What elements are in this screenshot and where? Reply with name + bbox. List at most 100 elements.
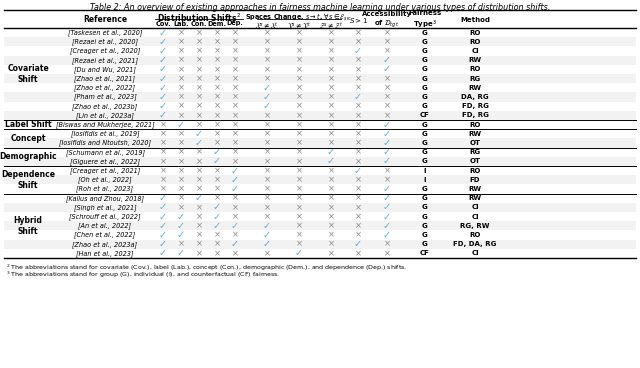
Text: ×: × (232, 46, 239, 56)
Text: Accessibility
of $\mathcal{D}_{tgt}$: Accessibility of $\mathcal{D}_{tgt}$ (362, 11, 412, 30)
Text: ×: × (159, 166, 166, 175)
Text: ×: × (355, 111, 362, 120)
Text: ×: × (177, 157, 184, 166)
Text: ×: × (296, 74, 303, 83)
Text: ✓: ✓ (177, 248, 185, 258)
Text: ×: × (214, 240, 221, 249)
Text: ×: × (383, 175, 390, 184)
Text: ✓: ✓ (159, 212, 167, 222)
Text: Lab.: Lab. (173, 21, 189, 26)
Text: ✓: ✓ (159, 28, 167, 38)
Text: ×: × (195, 249, 202, 258)
Text: [Giguere et al., 2022]: [Giguere et al., 2022] (70, 158, 140, 165)
Text: ×: × (177, 203, 184, 212)
Text: ×: × (296, 28, 303, 37)
Text: CI: CI (471, 250, 479, 256)
Text: ✓: ✓ (159, 230, 167, 240)
Text: FD, DA, RG: FD, DA, RG (453, 241, 497, 247)
Text: ×: × (264, 74, 271, 83)
Text: ✓: ✓ (327, 147, 335, 157)
Text: $S>1$: $S>1$ (349, 16, 367, 25)
Text: ×: × (296, 92, 303, 102)
Text: ×: × (328, 56, 335, 65)
Text: ×: × (195, 65, 202, 74)
Text: ×: × (195, 37, 202, 46)
Text: ×: × (296, 138, 303, 148)
Text: ×: × (214, 184, 221, 194)
Text: ×: × (195, 111, 202, 120)
Text: ✓: ✓ (295, 248, 303, 258)
Text: ×: × (355, 230, 362, 240)
Text: ✓: ✓ (159, 239, 167, 249)
Text: RW: RW (468, 57, 481, 63)
Text: ×: × (232, 83, 239, 92)
Text: ×: × (264, 184, 271, 194)
Text: ✓: ✓ (177, 212, 185, 222)
Text: [Zhao et al., 2021]: [Zhao et al., 2021] (74, 75, 136, 82)
Text: RW: RW (468, 195, 481, 201)
Text: ×: × (328, 28, 335, 37)
Text: ×: × (355, 138, 362, 148)
Text: ×: × (383, 240, 390, 249)
Text: ×: × (383, 28, 390, 37)
Text: [Iosifidis and Ntoutsh, 2020]: [Iosifidis and Ntoutsh, 2020] (59, 139, 151, 146)
Text: ×: × (264, 166, 271, 175)
Text: ×: × (232, 129, 239, 138)
Text: ×: × (232, 203, 239, 212)
Text: ×: × (195, 203, 202, 212)
Text: [Lin et al., 2023a]: [Lin et al., 2023a] (76, 112, 134, 119)
Text: ✓: ✓ (263, 92, 271, 102)
Text: ×: × (177, 184, 184, 194)
Bar (4, 92, 636, 102)
Text: ×: × (177, 37, 184, 46)
Text: ×: × (195, 28, 202, 37)
Text: ×: × (232, 249, 239, 258)
Text: ×: × (177, 148, 184, 157)
Text: ✓: ✓ (231, 239, 239, 249)
Text: ×: × (177, 92, 184, 102)
Text: ×: × (195, 230, 202, 240)
Text: ×: × (328, 37, 335, 46)
Text: $\mathcal{X}^s \neq \mathcal{X}^t$: $\mathcal{X}^s \neq \mathcal{X}^t$ (255, 21, 279, 31)
Text: ✓: ✓ (383, 129, 391, 139)
Text: ×: × (195, 240, 202, 249)
Text: ×: × (232, 230, 239, 240)
Text: ×: × (264, 203, 271, 212)
Text: ×: × (177, 46, 184, 56)
Text: ✓: ✓ (263, 239, 271, 249)
Text: RG, RW: RG, RW (460, 223, 490, 229)
Text: ×: × (296, 166, 303, 175)
Bar (4, 74, 636, 83)
Text: ×: × (296, 221, 303, 230)
Text: ×: × (214, 230, 221, 240)
Text: ×: × (232, 92, 239, 102)
Text: OT: OT (470, 158, 481, 164)
Text: G: G (422, 131, 428, 137)
Text: ×: × (232, 148, 239, 157)
Text: ×: × (296, 240, 303, 249)
Text: ×: × (264, 65, 271, 74)
Text: ×: × (355, 74, 362, 83)
Text: ×: × (383, 249, 390, 258)
Text: ×: × (328, 194, 335, 203)
Text: ✓: ✓ (231, 166, 239, 176)
Bar (4, 111, 636, 120)
Text: ×: × (296, 111, 303, 120)
Text: ×: × (195, 46, 202, 56)
Text: Reference: Reference (83, 15, 127, 24)
Text: ×: × (296, 129, 303, 138)
Text: ×: × (264, 28, 271, 37)
Text: ×: × (355, 28, 362, 37)
Text: [Creager et al., 2020]: [Creager et al., 2020] (70, 47, 140, 54)
Text: ✓: ✓ (213, 147, 221, 157)
Text: Spaces Change, $s \rightarrow t$, $\forall s \in \mathcal{E}_{src}$: Spaces Change, $s \rightarrow t$, $\fora… (245, 12, 353, 23)
Text: ×: × (177, 194, 184, 203)
Text: ×: × (328, 74, 335, 83)
Text: ×: × (195, 157, 202, 166)
Text: ✓: ✓ (159, 92, 167, 102)
Text: ×: × (383, 92, 390, 102)
Text: ×: × (328, 184, 335, 194)
Text: ×: × (177, 28, 184, 37)
Text: ×: × (159, 175, 166, 184)
Text: RO: RO (469, 29, 481, 36)
